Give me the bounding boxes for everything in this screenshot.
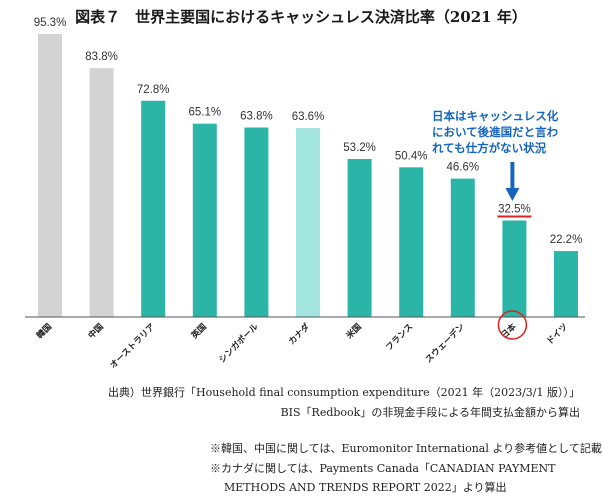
value-label-4: 63.8% [240, 111, 273, 123]
value-label-3: 65.1% [188, 107, 221, 119]
bar-8 [450, 178, 475, 317]
callout-line-0: 日本はキャッシュレス化 [432, 109, 559, 123]
callout-line-1: において後進国だと言わ [432, 125, 558, 139]
highlight-circle [497, 310, 528, 340]
chart-title: 図表７ 世界主要国におけるキャッシュレス決済比率（2021 年） [75, 8, 527, 26]
value-label-9: 32.5% [498, 203, 531, 215]
source-line-2: BIS「Redbook」の非現金手段による年間支払金額から算出 [280, 406, 580, 419]
arrow-head [505, 188, 520, 201]
category-label-5: カナダ [286, 321, 312, 347]
category-label-8: スウェーデン [423, 321, 467, 365]
category-label-7: フランス [384, 322, 415, 353]
value-label-5: 63.6% [292, 111, 325, 123]
category-label-2: オーストラリア [108, 322, 157, 371]
category-label-3: 英国 [188, 321, 209, 342]
bar-2 [141, 100, 166, 317]
note-canada-continued: METHODS AND TRENDS REPORT 2022」より算出 [224, 481, 507, 494]
category-label-10: ドイツ [545, 322, 570, 347]
value-label-0: 95.3% [34, 17, 67, 29]
bar-0 [38, 33, 62, 318]
bar-1 [89, 68, 114, 317]
category-label-0: 韓国 [34, 321, 54, 341]
category-label-1: 中国 [86, 321, 106, 341]
value-label-2: 72.8% [137, 84, 170, 96]
bar-9 [502, 220, 527, 317]
bar-3 [192, 123, 217, 317]
note-canada: ※カナダに関しては、Payments Canada「CANADIAN PAYME… [210, 462, 556, 475]
category-label-4: シンガポール [217, 321, 261, 365]
bars-layer [38, 33, 578, 318]
callout-line-2: れても仕方がない状況 [432, 141, 547, 155]
bar-chart: 95.3% 韓国 83.8% 中国 72.8% オーストラリア 65.1% 英国 63.8% シン… [25, 17, 585, 371]
bar-5 [296, 128, 320, 317]
bar-6 [347, 158, 372, 317]
value-label-10: 22.2% [550, 234, 583, 246]
value-label-8: 46.6% [446, 162, 479, 174]
bar-10 [554, 251, 578, 317]
note-korea-china: ※韓国、中国に関しては、Euromonitor International より… [210, 442, 602, 455]
value-label-7: 50.4% [395, 150, 428, 162]
bar-7 [399, 167, 424, 317]
value-label-6: 53.2% [343, 142, 376, 154]
category-label-6: 米国 [344, 321, 364, 341]
value-label-1: 83.8% [85, 51, 118, 63]
bar-4 [244, 127, 269, 317]
source-line-1: 出典）世界銀行「Household final consumption expe… [108, 386, 580, 399]
